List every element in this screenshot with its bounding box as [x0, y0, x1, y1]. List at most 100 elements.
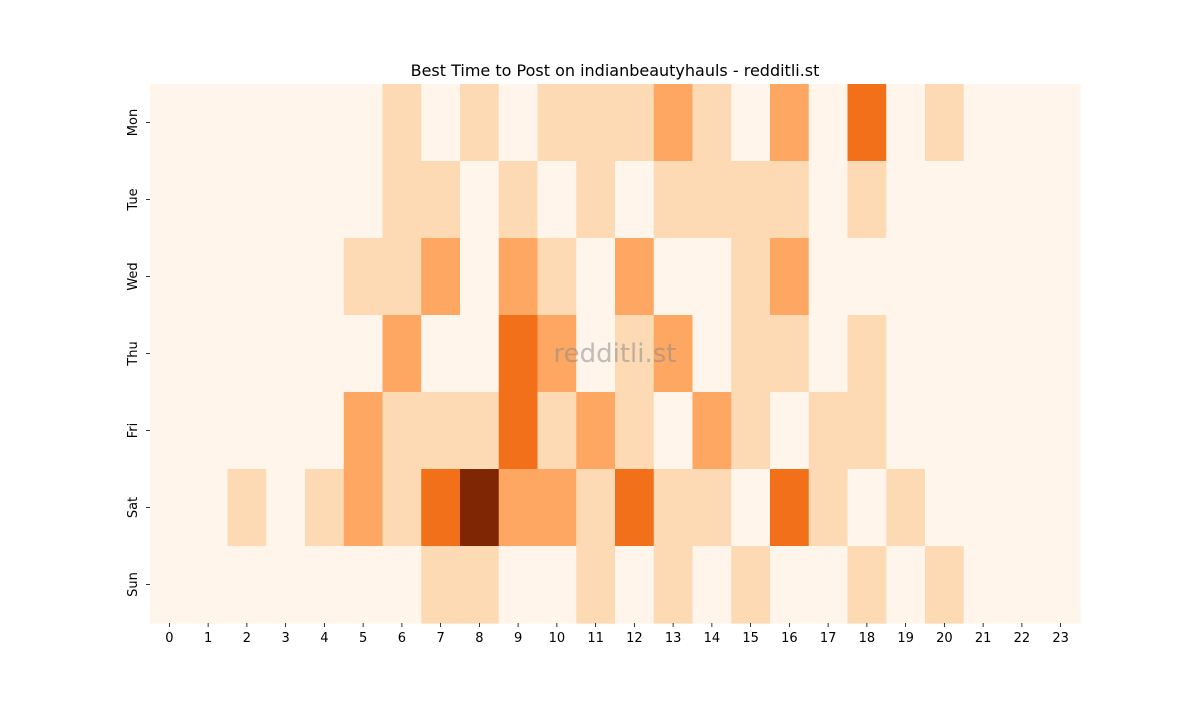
- heatmap-cell-sat-9: [498, 469, 539, 547]
- heatmap-cell-thu-19: [886, 315, 926, 393]
- heatmap-cell-sun-10: [537, 546, 577, 624]
- heatmap-cell-wed-7: [421, 238, 461, 316]
- heatmap-cell-wed-9: [498, 238, 539, 316]
- heatmap-cell-mon-9: [498, 84, 539, 162]
- heatmap-cell-mon-1: [188, 84, 229, 162]
- x-tick-label: 21: [975, 631, 992, 646]
- heatmap-cell-mon-16: [770, 84, 810, 162]
- heatmap-cell-sun-7: [421, 546, 461, 624]
- heatmap-cell-tue-17: [808, 161, 849, 239]
- heatmap-cell-tue-14: [692, 161, 732, 239]
- heatmap-cell-tue-16: [770, 161, 810, 239]
- heatmap-cell-fri-10: [537, 392, 577, 470]
- heatmap-cell-thu-18: [847, 315, 887, 393]
- x-tick-label: 5: [359, 631, 367, 646]
- heatmap-cell-mon-17: [808, 84, 849, 162]
- heatmap-cell-wed-8: [460, 238, 500, 316]
- heatmap-cell-sun-6: [382, 546, 422, 624]
- x-tick-label: 19: [897, 631, 914, 646]
- heatmap-cell-mon-13: [653, 84, 694, 162]
- heatmap-cell-wed-3: [266, 238, 306, 316]
- heatmap-cell-sat-12: [615, 469, 655, 547]
- heatmap-cell-sun-17: [808, 546, 849, 624]
- heatmap-cell-tue-13: [653, 161, 694, 239]
- x-tick-label: 6: [398, 631, 406, 646]
- heatmap-cell-tue-10: [537, 161, 577, 239]
- heatmap-cell-sun-14: [692, 546, 732, 624]
- heatmap-cell-wed-4: [305, 238, 345, 316]
- y-tick-label: Wed: [126, 262, 141, 290]
- heatmap-cell-wed-5: [343, 238, 384, 316]
- heatmap-cell-sun-12: [615, 546, 655, 624]
- heatmap-cell-tue-8: [460, 161, 500, 239]
- heatmap-cell-sat-8: [460, 469, 500, 547]
- x-tick-label: 7: [436, 631, 444, 646]
- heatmap-cells: [150, 84, 1081, 624]
- heatmap-cell-thu-6: [382, 315, 422, 393]
- heatmap-cell-tue-9: [498, 161, 539, 239]
- heatmap-cell-thu-1: [188, 315, 229, 393]
- heatmap-cell-sat-21: [963, 469, 1004, 547]
- heatmap-cell-fri-23: [1041, 392, 1081, 470]
- heatmap-cell-wed-19: [886, 238, 926, 316]
- heatmap-cell-fri-2: [227, 392, 267, 470]
- heatmap-cell-sat-22: [1002, 469, 1042, 547]
- heatmap-cell-tue-12: [615, 161, 655, 239]
- heatmap-cell-mon-20: [925, 84, 965, 162]
- heatmap-cell-mon-8: [460, 84, 500, 162]
- heatmap-cell-tue-18: [847, 161, 887, 239]
- heatmap-cell-wed-21: [963, 238, 1004, 316]
- heatmap-cell-wed-6: [382, 238, 422, 316]
- heatmap-cell-sun-21: [963, 546, 1004, 624]
- heatmap-cell-wed-12: [615, 238, 655, 316]
- heatmap-cell-sun-8: [460, 546, 500, 624]
- heatmap-cell-sat-11: [576, 469, 616, 547]
- heatmap-cell-wed-17: [808, 238, 849, 316]
- heatmap-cell-fri-3: [266, 392, 306, 470]
- heatmap-cell-sun-15: [731, 546, 771, 624]
- heatmap-cell-mon-22: [1002, 84, 1042, 162]
- heatmap-cell-fri-20: [925, 392, 965, 470]
- heatmap-cell-sun-2: [227, 546, 267, 624]
- x-tick-label: 12: [626, 631, 643, 646]
- heatmap-cell-fri-0: [150, 392, 190, 470]
- x-tick-label: 22: [1014, 631, 1031, 646]
- x-tick-label: 11: [587, 631, 604, 646]
- heatmap-cell-mon-15: [731, 84, 771, 162]
- heatmap-cell-sun-9: [498, 546, 539, 624]
- heatmap-cell-sat-23: [1041, 469, 1081, 547]
- chart-title: Best Time to Post on indianbeautyhauls -…: [411, 61, 820, 80]
- y-tick-label: Mon: [126, 109, 141, 136]
- y-tick-label: Sat: [126, 497, 141, 518]
- heatmap-cell-tue-15: [731, 161, 771, 239]
- heatmap-cell-mon-18: [847, 84, 887, 162]
- heatmap-cell-mon-0: [150, 84, 190, 162]
- x-tick-label: 15: [742, 631, 759, 646]
- y-tick-label: Fri: [126, 423, 141, 439]
- x-tick-label: 23: [1052, 631, 1069, 646]
- heatmap-cell-fri-13: [653, 392, 694, 470]
- heatmap-cell-thu-4: [305, 315, 345, 393]
- heatmap-cell-fri-18: [847, 392, 887, 470]
- heatmap-cell-fri-7: [421, 392, 461, 470]
- heatmap-cell-thu-14: [692, 315, 732, 393]
- heatmap-cell-thu-10: [537, 315, 577, 393]
- heatmap-cell-tue-0: [150, 161, 190, 239]
- heatmap-cell-sun-20: [925, 546, 965, 624]
- heatmap-cell-fri-14: [692, 392, 732, 470]
- heatmap-cell-wed-2: [227, 238, 267, 316]
- heatmap-cell-thu-17: [808, 315, 849, 393]
- heatmap-cell-thu-8: [460, 315, 500, 393]
- heatmap-cell-thu-5: [343, 315, 384, 393]
- heatmap-cell-sat-4: [305, 469, 345, 547]
- heatmap-cell-wed-20: [925, 238, 965, 316]
- heatmap-cell-thu-15: [731, 315, 771, 393]
- heatmap-cell-sun-22: [1002, 546, 1042, 624]
- heatmap-cell-mon-10: [537, 84, 577, 162]
- heatmap-cell-sun-11: [576, 546, 616, 624]
- watermark: redditli.st: [554, 339, 677, 369]
- heatmap-cell-thu-16: [770, 315, 810, 393]
- heatmap-cell-mon-6: [382, 84, 422, 162]
